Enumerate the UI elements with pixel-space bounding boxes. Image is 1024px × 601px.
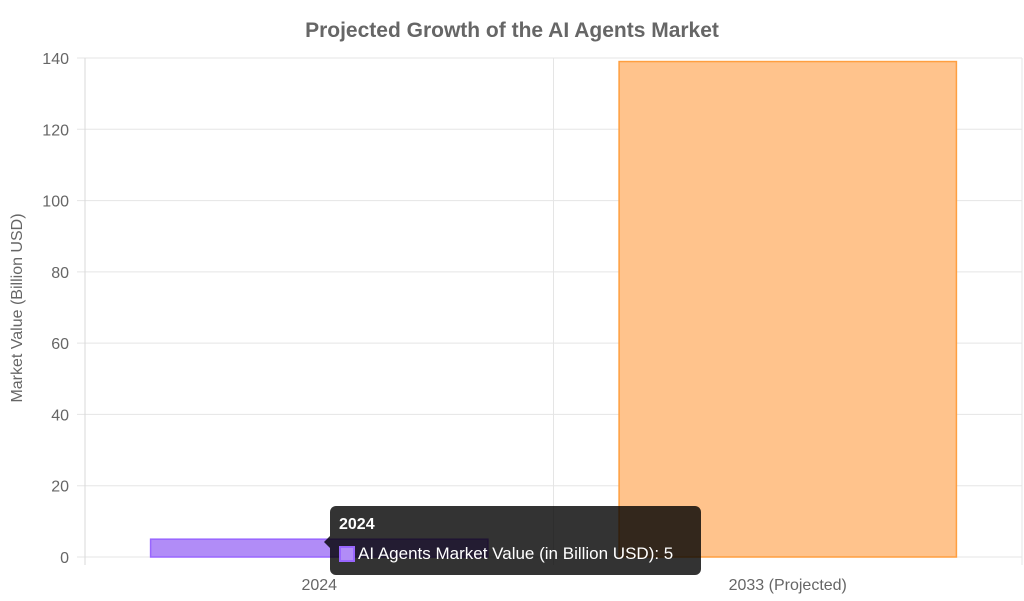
- y-tick-label: 20: [51, 479, 69, 496]
- tooltip-color-swatch: [339, 545, 355, 562]
- y-tick-label: 60: [51, 336, 69, 353]
- y-tick-label: 120: [42, 122, 69, 139]
- x-tick-label: 2033 (Projected): [729, 577, 847, 594]
- y-axis-ticks: 0 20 40 60 80 100 120 140: [42, 51, 69, 567]
- y-tick-label: 100: [42, 194, 69, 211]
- y-axis-label: Market Value (Billion USD): [9, 213, 26, 402]
- y-tick-label: 40: [51, 407, 69, 424]
- chart-title: Projected Growth of the AI Agents Market: [305, 19, 719, 42]
- tooltip-title: 2024: [339, 516, 375, 533]
- y-tick-label: 140: [42, 51, 69, 68]
- bar[interactable]: [618, 60, 958, 558]
- y-tick-label: 0: [60, 550, 69, 567]
- tooltip: 2024 AI Agents Market Value (in Billion …: [324, 506, 701, 575]
- y-tick-label: 80: [51, 265, 69, 282]
- x-axis-ticks: 2024 2033 (Projected): [301, 577, 846, 594]
- tooltip-label: AI Agents Market Value (in Billion USD):…: [358, 544, 674, 563]
- x-tick-label: 2024: [301, 577, 337, 594]
- tooltip-row: AI Agents Market Value (in Billion USD):…: [339, 544, 692, 563]
